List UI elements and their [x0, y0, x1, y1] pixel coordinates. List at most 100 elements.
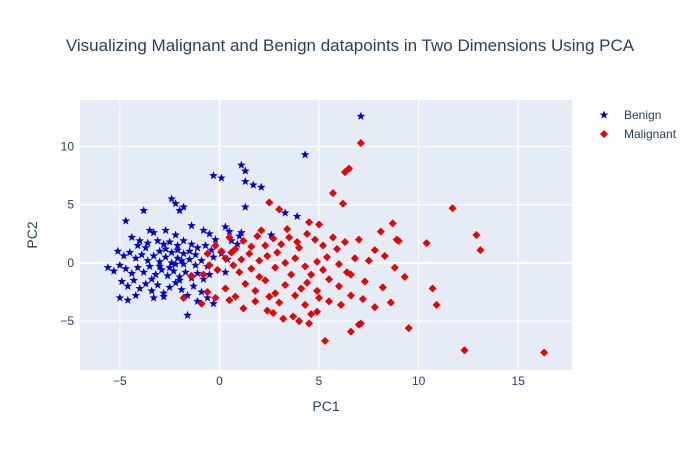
- benign-point: [153, 236, 162, 245]
- benign-point: [173, 253, 182, 262]
- benign-point: [115, 260, 125, 269]
- benign-point: [197, 256, 206, 265]
- malignant-point: [422, 239, 431, 248]
- benign-point: [161, 252, 170, 261]
- malignant-point: [460, 346, 469, 355]
- malignant-point: [285, 233, 294, 242]
- benign-point: [131, 291, 141, 300]
- malignant-point: [281, 258, 290, 267]
- malignant-point: [370, 303, 379, 312]
- y-tick-label: −5: [60, 314, 74, 328]
- benign-point: [280, 208, 290, 217]
- benign-point: [147, 286, 156, 295]
- benign-point: [193, 243, 202, 252]
- benign-point: [147, 274, 156, 283]
- benign-point: [137, 250, 147, 259]
- malignant-point: [247, 242, 256, 251]
- malignant-point: [225, 233, 234, 242]
- malignant-point: [448, 204, 457, 213]
- malignant-point: [340, 237, 349, 246]
- malignant-point: [235, 268, 244, 277]
- benign-point: [171, 199, 180, 208]
- malignant-point: [179, 293, 188, 302]
- benign-point: [193, 268, 202, 278]
- malignant-point: [231, 292, 240, 301]
- benign-point: [225, 227, 234, 236]
- benign-point: [165, 237, 174, 246]
- benign-point: [203, 293, 212, 302]
- malignant-point: [340, 168, 349, 177]
- malignant-point: [356, 139, 365, 148]
- malignant-point: [225, 296, 234, 305]
- benign-point: [183, 291, 192, 300]
- malignant-point: [313, 307, 322, 316]
- benign-point: [149, 293, 158, 302]
- malignant-point: [394, 236, 403, 245]
- benign-point: [205, 270, 214, 279]
- malignant-point: [227, 248, 236, 257]
- benign-point: [233, 239, 242, 248]
- malignant-point: [358, 295, 367, 304]
- x-tick-label: 15: [512, 374, 526, 388]
- malignant-point: [334, 260, 343, 269]
- benign-point: [191, 260, 200, 269]
- benign-point: [181, 267, 190, 276]
- benign-point: [205, 229, 214, 238]
- malignant-point: [229, 261, 238, 270]
- y-axis-title: PC2: [24, 221, 40, 248]
- malignant-point: [342, 268, 351, 277]
- benign-point: [199, 274, 208, 283]
- malignant-point: [380, 251, 389, 260]
- legend-item-malignant[interactable]: Malignant: [600, 127, 677, 141]
- benign-point: [133, 240, 143, 250]
- x-tick-label: 0: [216, 374, 223, 388]
- benign-point: [201, 240, 210, 250]
- chart-title: Visualizing Malignant and Benign datapoi…: [66, 36, 635, 55]
- legend[interactable]: Benign Malignant: [599, 108, 677, 141]
- malignant-point: [213, 265, 222, 274]
- benign-point: [300, 150, 310, 159]
- benign-point: [197, 287, 206, 296]
- malignant-point: [281, 281, 290, 290]
- malignant-point: [255, 272, 264, 281]
- benign-point: [131, 253, 141, 262]
- malignant-point: [386, 298, 395, 307]
- benign-point: [356, 111, 366, 120]
- malignant-point: [237, 255, 246, 264]
- malignant-point: [360, 277, 369, 286]
- malignant-point: [295, 317, 304, 326]
- legend-item-benign[interactable]: Benign: [599, 108, 662, 122]
- benign-point: [209, 171, 218, 180]
- malignant-point: [265, 292, 274, 301]
- malignant-point: [334, 282, 343, 291]
- malignant-point: [390, 263, 399, 272]
- malignant-point: [263, 251, 272, 260]
- malignant-point: [251, 297, 260, 306]
- benign-point: [133, 263, 143, 272]
- malignant-point: [313, 257, 322, 266]
- benign-point: [171, 278, 180, 287]
- malignant-point: [432, 300, 441, 309]
- benign-point: [127, 268, 137, 278]
- malignant-point: [307, 310, 316, 319]
- malignant-point: [269, 234, 278, 243]
- legend-diamond-marker: [600, 130, 608, 138]
- malignant-point: [346, 327, 355, 336]
- benign-point: [179, 236, 188, 245]
- benign-point: [143, 238, 152, 247]
- malignant-point: [328, 233, 337, 242]
- malignant-point: [301, 300, 310, 309]
- malignant-point: [324, 275, 333, 284]
- malignant-point: [275, 298, 284, 307]
- malignant-point: [297, 284, 306, 293]
- malignant-point: [261, 276, 270, 285]
- benign-point: [159, 239, 168, 248]
- malignant-point: [217, 247, 226, 256]
- benign-point: [266, 230, 276, 239]
- benign-point: [103, 263, 113, 272]
- x-tick-label: 5: [316, 374, 323, 388]
- x-axis-title: PC1: [312, 398, 339, 414]
- benign-point: [135, 236, 145, 245]
- malignant-point: [328, 189, 337, 198]
